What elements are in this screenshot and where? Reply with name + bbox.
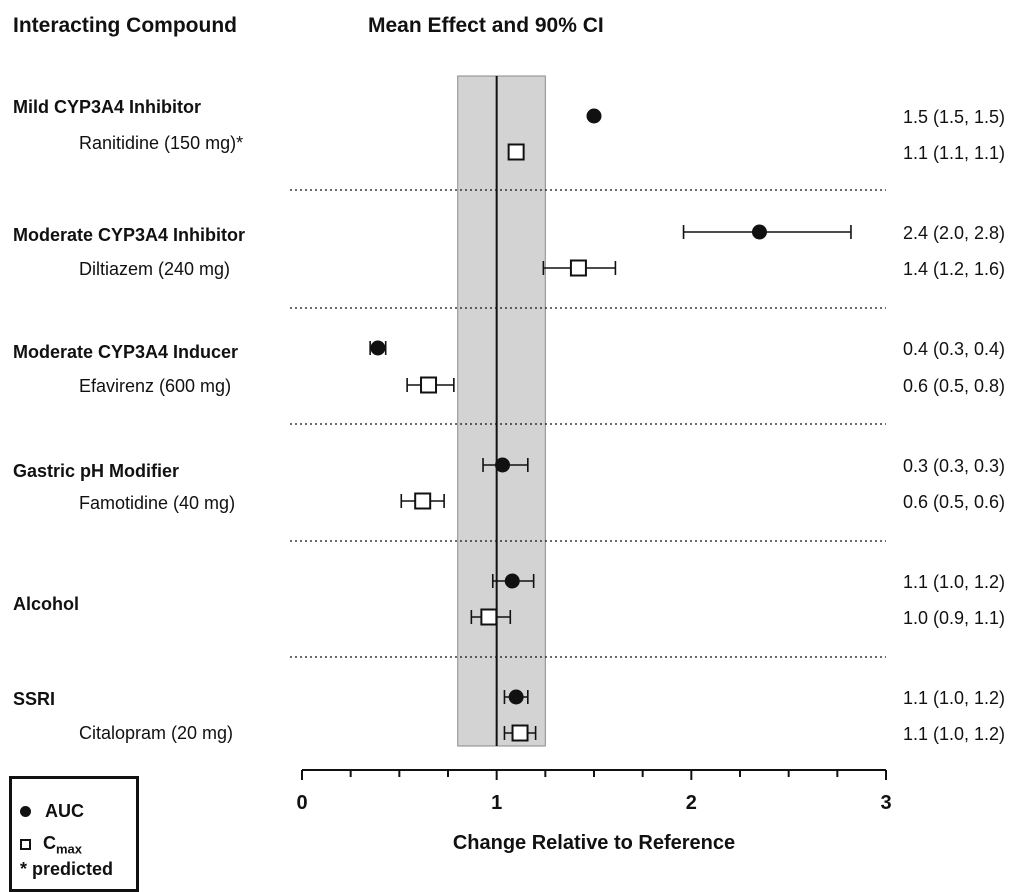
group-name: Alcohol — [13, 594, 79, 614]
header-interacting-compound: Interacting Compound — [13, 14, 237, 37]
x-tick-label: 2 — [686, 792, 697, 814]
auc-point — [370, 340, 386, 356]
auc-point — [495, 457, 511, 473]
auc-point — [508, 689, 524, 705]
cmax-point — [507, 143, 525, 161]
group-name: Moderate CYP3A4 Inducer — [13, 342, 238, 362]
drug-name: Diltiazem (240 mg) — [79, 259, 230, 279]
effect-label: 1.0 (0.9, 1.1) — [903, 608, 1005, 628]
drug-name: Citalopram (20 mg) — [79, 723, 233, 743]
effect-label: 1.1 (1.1, 1.1) — [903, 143, 1005, 163]
legend-auc-label: AUC — [45, 801, 84, 821]
effect-label: 2.4 (2.0, 2.8) — [903, 223, 1005, 243]
effect-label: 1.1 (1.0, 1.2) — [903, 688, 1005, 708]
legend-auc: AUC — [20, 801, 84, 822]
cmax-point — [511, 724, 529, 742]
effect-label: 1.1 (1.0, 1.2) — [903, 572, 1005, 592]
legend: AUC Cmax * predicted — [9, 776, 139, 892]
effect-label: 1.5 (1.5, 1.5) — [903, 107, 1005, 127]
effect-label: 0.6 (0.5, 0.6) — [903, 492, 1005, 512]
auc-point — [586, 108, 602, 124]
effect-label: 0.4 (0.3, 0.4) — [903, 339, 1005, 359]
effect-label: 1.4 (1.2, 1.6) — [903, 259, 1005, 279]
header-mean-effect: Mean Effect and 90% CI — [368, 14, 604, 37]
cmax-point — [420, 376, 438, 394]
legend-predicted-label: * predicted — [20, 859, 114, 879]
group-name: Mild CYP3A4 Inhibitor — [13, 97, 201, 117]
group-name: Gastric pH Modifier — [13, 461, 179, 481]
cmax-point — [480, 608, 498, 626]
group-name: Moderate CYP3A4 Inhibitor — [13, 225, 245, 245]
group-name: SSRI — [13, 689, 55, 709]
drug-name: Famotidine (40 mg) — [79, 493, 235, 513]
legend-predicted: * predicted — [20, 859, 113, 880]
cmax-marker-icon — [20, 839, 31, 851]
effect-label: 0.3 (0.3, 0.3) — [903, 456, 1005, 476]
x-axis-label: Change Relative to Reference — [453, 832, 735, 854]
legend-cmax: Cmax — [20, 833, 82, 857]
auc-point — [504, 573, 520, 589]
drug-name: Efavirenz (600 mg) — [79, 376, 231, 396]
x-tick-label: 1 — [491, 792, 502, 814]
cmax-point — [569, 259, 587, 277]
effect-label: 1.1 (1.0, 1.2) — [903, 724, 1005, 744]
equivalence-band — [457, 75, 546, 747]
cmax-point — [414, 492, 432, 510]
auc-marker-icon — [20, 806, 31, 817]
x-tick-label: 0 — [296, 792, 307, 814]
effect-label: 0.6 (0.5, 0.8) — [903, 376, 1005, 396]
legend-cmax-label: Cmax — [43, 833, 83, 857]
x-tick-label: 3 — [880, 792, 891, 814]
auc-point — [751, 224, 767, 240]
drug-name: Ranitidine (150 mg)* — [79, 133, 243, 153]
